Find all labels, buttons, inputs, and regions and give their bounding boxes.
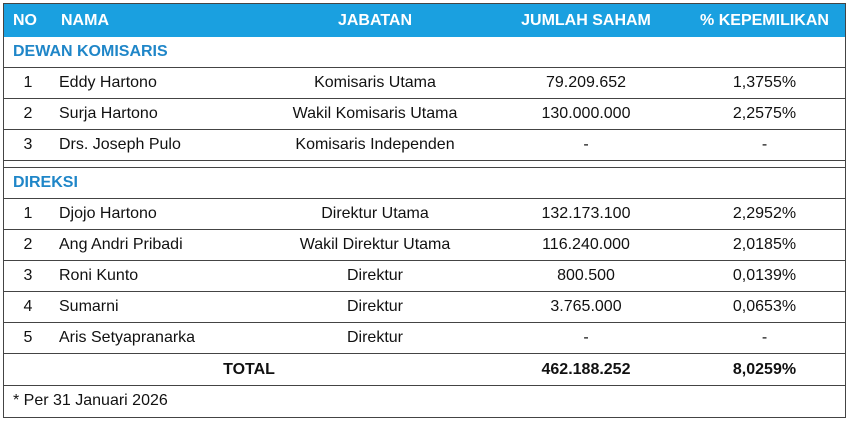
header-row: NO NAMA JABATAN JUMLAH SAHAM % KEPEMILIK… xyxy=(4,4,845,37)
table-row: 2 Surja Hartono Wakil Komisaris Utama 130.0… xyxy=(4,98,845,130)
footnote: * Per 31 Januari 2026 xyxy=(13,392,168,409)
row-jumlah-saham: - xyxy=(488,129,684,161)
table-row: 3 Drs. Joseph Pulo Komisaris Independen - - xyxy=(4,129,845,161)
section-title: DIREKSI xyxy=(4,167,845,199)
row-no: 2 xyxy=(4,229,52,261)
shareholding-table: NO NAMA JABATAN JUMLAH SAHAM % KEPEMILIK… xyxy=(4,4,845,416)
footnote-row: * Per 31 Januari 2026 xyxy=(4,386,845,417)
row-no: 1 xyxy=(4,67,52,99)
total-jumlah-saham: 462.188.252 xyxy=(488,353,684,386)
row-jabatan: Direktur xyxy=(262,260,488,292)
row-jumlah-saham: 130.000.000 xyxy=(488,98,684,130)
table-row: 1 Djojo Hartono Direktur Utama 132.173.100 2… xyxy=(4,198,845,230)
row-no: 3 xyxy=(4,260,52,292)
row-jumlah-saham: 800.500 xyxy=(488,260,684,292)
section-header-row: DEWAN KOMISARIS xyxy=(4,37,845,68)
table-row: 3 Roni Kunto Direktur 800.500 0,0139% xyxy=(4,260,845,292)
row-jumlah-saham: 3.765.000 xyxy=(488,291,684,323)
row-kepemilikan: 2,0185% xyxy=(684,229,845,261)
row-jumlah-saham: - xyxy=(488,322,684,354)
row-nama: Aris Setyapranarka xyxy=(52,322,262,354)
row-nama: Sumarni xyxy=(52,291,262,323)
row-jabatan: Wakil Komisaris Utama xyxy=(262,98,488,130)
row-jabatan: Wakil Direktur Utama xyxy=(262,229,488,261)
total-kepemilikan: 8,0259% xyxy=(684,353,845,386)
row-no: 4 xyxy=(4,291,52,323)
row-nama: Surja Hartono xyxy=(52,98,262,130)
row-kepemilikan: 1,3755% xyxy=(684,67,845,99)
row-jabatan: Komisaris Utama xyxy=(262,67,488,99)
table-row: 5 Aris Setyapranarka Direktur - - xyxy=(4,322,845,354)
header-jumlah-saham: JUMLAH SAHAM xyxy=(488,4,684,37)
section-gap xyxy=(4,161,845,168)
row-nama: Roni Kunto xyxy=(52,260,262,292)
row-no: 1 xyxy=(4,198,52,230)
row-kepemilikan: 0,0653% xyxy=(684,291,845,323)
row-nama: Eddy Hartono xyxy=(52,67,262,99)
shareholding-table-container: NO NAMA JABATAN JUMLAH SAHAM % KEPEMILIK… xyxy=(3,3,846,418)
table-row: 2 Ang Andri Pribadi Wakil Direktur Utama 11… xyxy=(4,229,845,261)
gap-cell xyxy=(4,161,845,168)
row-kepemilikan: - xyxy=(684,129,845,161)
header-kepemilikan: % KEPEMILIKAN xyxy=(684,4,845,37)
row-no: 2 xyxy=(4,98,52,130)
header-jabatan: JABATAN xyxy=(262,4,488,37)
row-jabatan: Komisaris Independen xyxy=(262,129,488,161)
row-nama: Drs. Joseph Pulo xyxy=(52,129,262,161)
table-row: 1 Eddy Hartono Komisaris Utama 79.209.652 1,… xyxy=(4,67,845,99)
row-kepemilikan: 2,2952% xyxy=(684,198,845,230)
row-no: 5 xyxy=(4,322,52,354)
row-jumlah-saham: 116.240.000 xyxy=(488,229,684,261)
header-no: NO xyxy=(4,4,52,37)
row-jabatan: Direktur Utama xyxy=(262,198,488,230)
row-jumlah-saham: 132.173.100 xyxy=(488,198,684,230)
row-nama: Djojo Hartono xyxy=(52,198,262,230)
total-row: TOTAL 462.188.252 8,0259% xyxy=(4,353,845,386)
row-jabatan: Direktur xyxy=(262,322,488,354)
row-jumlah-saham: 79.209.652 xyxy=(488,67,684,99)
row-nama: Ang Andri Pribadi xyxy=(52,229,262,261)
header-nama: NAMA xyxy=(52,4,262,37)
section-header-row: DIREKSI xyxy=(4,167,845,199)
row-kepemilikan: - xyxy=(684,322,845,354)
row-kepemilikan: 0,0139% xyxy=(684,260,845,292)
row-jabatan: Direktur xyxy=(262,291,488,323)
row-kepemilikan: 2,2575% xyxy=(684,98,845,130)
table-row: 4 Sumarni Direktur 3.765.000 0,0653% xyxy=(4,291,845,323)
total-label: TOTAL xyxy=(4,353,488,386)
row-no: 3 xyxy=(4,129,52,161)
section-title: DEWAN KOMISARIS xyxy=(4,37,845,68)
